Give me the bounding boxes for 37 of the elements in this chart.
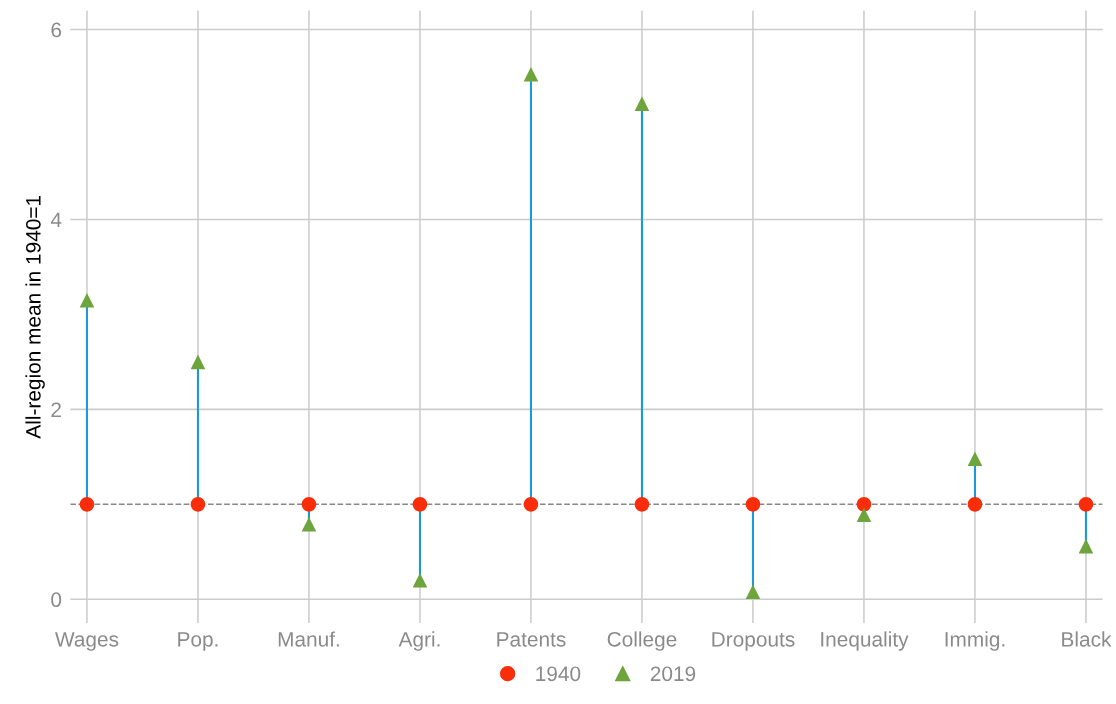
- y-tick-label: 6: [51, 22, 62, 38]
- point: [634, 96, 650, 111]
- x-tick-label: Inequality: [821, 631, 909, 651]
- point: [745, 497, 761, 512]
- x-tick-label: Agri.: [398, 631, 440, 651]
- point: [412, 497, 428, 512]
- x-tick-label: Pop.: [178, 632, 218, 651]
- point: [79, 497, 95, 512]
- point: [190, 354, 206, 370]
- point: [634, 497, 650, 512]
- x-tick-label: Immig.: [945, 631, 1005, 651]
- point: [523, 497, 539, 512]
- point: [1078, 538, 1094, 554]
- y-tick-label: 2: [51, 402, 61, 417]
- y-axis-title: All-region mean in 1940=1: [25, 195, 45, 439]
- x-tick-label: Black: [1062, 631, 1112, 647]
- x-tick-label: Patents: [497, 632, 566, 647]
- x-tick-label: Manuf.: [278, 631, 339, 647]
- point: [523, 66, 539, 82]
- point: [301, 497, 317, 512]
- point: [1078, 497, 1094, 512]
- y-tick-label: 4: [50, 212, 62, 228]
- x-tick-label: Wages: [55, 632, 119, 651]
- point: [967, 451, 983, 467]
- x-tick-label: Dropouts: [712, 632, 795, 651]
- y-tick-label: 0: [51, 592, 62, 608]
- point: [412, 573, 428, 588]
- point: [856, 507, 872, 523]
- legend-label: 1940: [536, 666, 581, 682]
- point: [301, 517, 317, 532]
- legend-label: 2019: [650, 666, 696, 682]
- point: [190, 497, 206, 512]
- point: [79, 292, 95, 308]
- point: [745, 584, 761, 599]
- x-tick-label: College: [607, 631, 677, 651]
- point: [856, 497, 872, 512]
- point: [967, 497, 983, 512]
